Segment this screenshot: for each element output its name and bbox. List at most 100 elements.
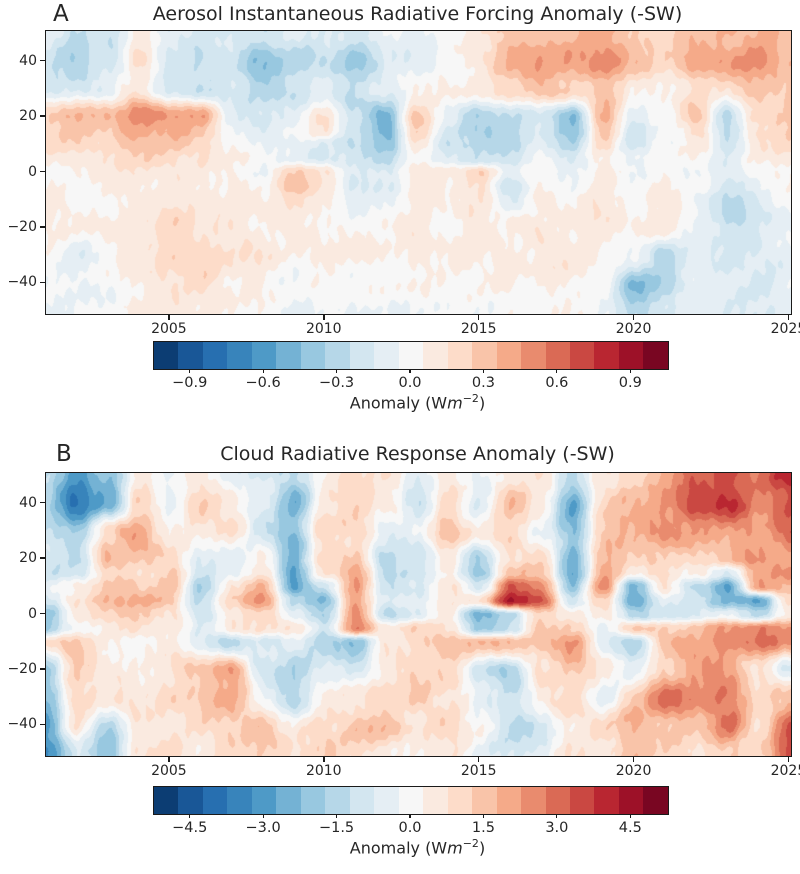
x-axis-tick-label: 2010 [305, 321, 342, 337]
colorbar-segment [618, 342, 644, 369]
x-axis-tick [477, 756, 480, 762]
y-axis-tick [40, 226, 45, 228]
colorbar-segment [300, 787, 326, 814]
colorbar-segment [251, 787, 277, 814]
panel-a-title: Aerosol Instantaneous Radiative Forcing … [152, 3, 683, 25]
colorbar-b-label-exp: −2 [462, 837, 479, 850]
colorbar-a-label-pre: Anomaly (W [349, 393, 448, 413]
colorbar-tick-label: −3.0 [245, 820, 281, 836]
colorbar-a-label: Anomaly (Wm−2) [45, 392, 790, 412]
colorbar-segment [178, 342, 203, 369]
colorbar-segment [374, 787, 399, 814]
panel-b-label: B [56, 441, 72, 467]
colorbar-segment [594, 787, 619, 814]
panel-a-label: A [53, 1, 69, 27]
colorbar-segment [202, 342, 228, 369]
colorbar-tick-label: 3.0 [545, 820, 569, 836]
colorbar-segment [398, 787, 424, 814]
colorbar-tick [482, 369, 485, 374]
colorbar-b-label-pre: Anomaly (W [349, 838, 448, 858]
x-axis-tick-label: 2020 [615, 763, 652, 779]
heatmap-canvas-a [46, 31, 791, 314]
colorbar-segment [496, 342, 522, 369]
x-axis-tick [787, 314, 790, 320]
colorbar-segment [178, 787, 203, 814]
colorbar-segment [643, 787, 668, 814]
colorbar-tick-label: −0.3 [318, 375, 355, 391]
colorbar-tick [629, 814, 631, 819]
colorbar-tick [262, 814, 264, 819]
colorbar-segment [154, 342, 179, 369]
colorbar-segment [325, 787, 350, 814]
colorbar-tick-label: −1.5 [318, 820, 355, 836]
colorbar-segment [521, 342, 546, 369]
x-axis-tick [787, 756, 790, 762]
y-axis-tick-label: −20 [7, 218, 37, 235]
heatmap-canvas-b [46, 473, 791, 756]
colorbar-segment [423, 342, 448, 369]
colorbar-tick [629, 369, 631, 374]
x-axis-tick [632, 756, 635, 762]
colorbar-tick-label: 0.6 [545, 375, 569, 391]
colorbar-segment [472, 787, 497, 814]
colorbar-segment [447, 342, 473, 369]
colorbar-tick-label: 0.0 [398, 820, 422, 836]
colorbar-tick [482, 814, 485, 819]
colorbar-tick-label: 0.9 [618, 375, 642, 391]
y-axis-tick-label: 0 [28, 605, 37, 622]
colorbar-segment [349, 342, 375, 369]
colorbar-b [153, 786, 669, 815]
colorbar-tick-label: 0.0 [398, 375, 422, 391]
x-axis-tick [477, 314, 480, 320]
colorbar-segment [423, 787, 448, 814]
x-axis-tick-label: 2005 [151, 763, 187, 779]
colorbar-segment [349, 787, 375, 814]
x-axis-tick-label: 2015 [460, 763, 497, 779]
colorbar-segment [251, 342, 277, 369]
x-axis-tick-label: 2010 [305, 763, 342, 779]
colorbar-segment [496, 787, 522, 814]
colorbar-segment [594, 342, 619, 369]
colorbar-segment [154, 787, 179, 814]
colorbar-segment [618, 787, 644, 814]
colorbar-a [153, 341, 669, 370]
colorbar-tick [262, 369, 264, 374]
colorbar-segment [545, 342, 570, 369]
colorbar-segment [521, 787, 546, 814]
x-axis-tick [323, 314, 325, 320]
colorbar-tick-label: −4.5 [172, 820, 208, 836]
y-axis-tick [40, 668, 45, 670]
colorbar-tick [556, 814, 558, 819]
colorbar-segment [569, 787, 595, 814]
y-axis-tick-label: 20 [19, 550, 37, 566]
colorbar-segment [202, 787, 228, 814]
colorbar-tick [335, 369, 338, 374]
y-axis-tick [40, 59, 45, 62]
colorbar-segment [227, 342, 252, 369]
colorbar-b-label: Anomaly (Wm−2) [45, 837, 790, 857]
colorbar-segment [276, 787, 301, 814]
colorbar-segment [569, 342, 595, 369]
y-axis-tick [40, 501, 45, 504]
y-axis-tick-label: 20 [19, 108, 37, 124]
panel-a-plot-area [45, 30, 792, 315]
colorbar-tick [556, 369, 558, 374]
colorbar-segment [398, 342, 424, 369]
colorbar-segment [447, 787, 473, 814]
panel-b-plot-area [45, 472, 792, 757]
y-axis-tick-label: −20 [7, 660, 37, 677]
colorbar-segment [300, 342, 326, 369]
y-axis-tick-label: −40 [7, 274, 37, 291]
x-axis-tick [323, 756, 325, 762]
y-axis-tick [40, 557, 45, 559]
colorbar-a-label-exp: −2 [462, 392, 479, 405]
x-axis-tick-label: 2005 [151, 321, 187, 337]
y-axis-tick-label: −40 [7, 716, 37, 733]
colorbar-segment [472, 342, 497, 369]
y-axis-tick [40, 281, 45, 284]
x-axis-tick [168, 314, 170, 320]
x-axis-tick-label: 2015 [460, 321, 497, 337]
colorbar-segment [643, 342, 668, 369]
y-axis-tick [40, 612, 45, 615]
colorbar-tick [409, 369, 411, 374]
